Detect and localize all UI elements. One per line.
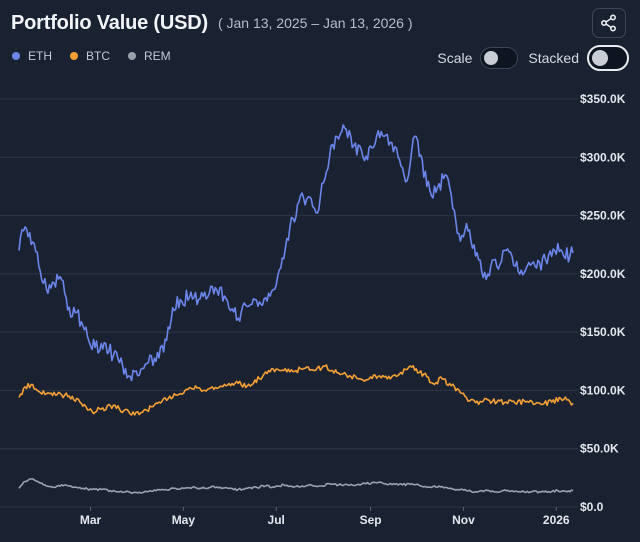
- stacked-label: Stacked: [528, 50, 579, 66]
- stacked-toggle[interactable]: [587, 45, 629, 71]
- y-tick-label: $350.0K: [580, 92, 626, 106]
- y-tick-label: $0.0: [580, 500, 604, 514]
- scale-toggle-knob: [484, 51, 499, 65]
- chart-legend: ETH BTC REM: [12, 49, 189, 63]
- chart-controls: Scale Stacked: [437, 45, 629, 71]
- series-line-btc: [18, 364, 574, 416]
- legend-swatch-btc: [70, 52, 78, 60]
- grid-lines: [0, 98, 578, 508]
- y-tick-label: $300.0K: [580, 150, 626, 164]
- scale-label: Scale: [437, 50, 473, 66]
- series-line-rem: [18, 478, 574, 495]
- x-tick-label: Mar: [80, 513, 102, 527]
- legend-item-eth[interactable]: ETH: [12, 49, 52, 63]
- chart-title: Portfolio Value (USD): [11, 11, 208, 34]
- legend-item-btc[interactable]: BTC: [70, 49, 110, 63]
- y-tick-label: $100.0K: [580, 383, 626, 397]
- legend-item-rem[interactable]: REM: [128, 49, 171, 63]
- x-tick-label: Nov: [452, 513, 475, 527]
- x-axis: Mar May Jul Sep Nov 2026: [80, 507, 570, 527]
- legend-swatch-rem: [128, 52, 136, 60]
- series-line-eth: [18, 124, 574, 382]
- y-axis: $0.0 $50.0K $100.0K $150.0K $200.0K $250.0K $3…: [580, 92, 626, 514]
- x-tick-label: 2026: [543, 513, 570, 527]
- y-tick-label: $250.0K: [580, 209, 626, 223]
- date-range: ( Jan 13, 2025 – Jan 13, 2026 ): [217, 15, 413, 31]
- legend-label-rem: REM: [144, 49, 171, 63]
- x-tick-label: May: [172, 513, 196, 527]
- legend-label-btc: BTC: [86, 49, 110, 63]
- legend-swatch-eth: [12, 52, 20, 60]
- x-tick-label: Jul: [268, 513, 285, 527]
- share-button[interactable]: [592, 8, 626, 38]
- x-tick-label: Sep: [360, 513, 382, 527]
- stacked-toggle-knob: [592, 50, 608, 66]
- y-tick-label: $200.0K: [580, 267, 626, 281]
- legend-label-eth: ETH: [28, 49, 52, 63]
- y-tick-label: $50.0K: [580, 442, 619, 456]
- scale-toggle[interactable]: [480, 47, 519, 69]
- y-tick-label: $150.0K: [580, 325, 626, 339]
- series-lines: [18, 124, 574, 495]
- chart-header: Portfolio Value (USD) ( Jan 13, 2025 – J…: [11, 9, 413, 37]
- share-icon: [600, 14, 617, 32]
